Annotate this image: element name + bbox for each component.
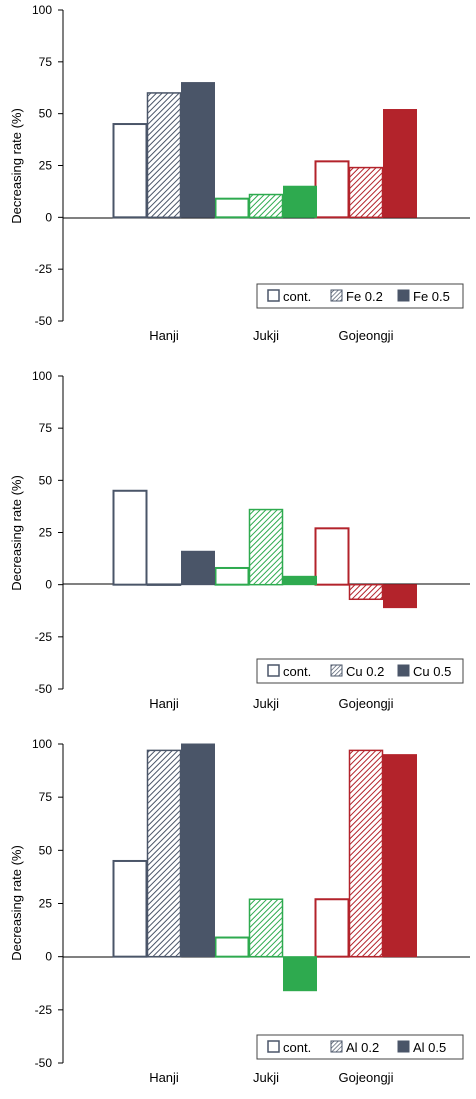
- chart-panel-fe: Decreasing rate (%) 100 75 50 25 0 -25 -50 Han…: [9, 3, 470, 343]
- legend-label: Fe 0.2: [346, 289, 383, 304]
- bar-outline-hanji: [112, 489, 148, 586]
- y-tick-label: 75: [39, 790, 53, 804]
- x-category-label: Jukji: [253, 328, 279, 343]
- bar-hatched-jukji: [248, 898, 284, 958]
- y-tick-label: -50: [35, 314, 53, 328]
- y-tick-label: -25: [35, 262, 53, 276]
- legend-swatch-outline: [267, 289, 280, 302]
- bar-hatched-gojeongji: [348, 749, 384, 958]
- legend-label: cont.: [283, 1040, 311, 1055]
- y-tick-label: 25: [39, 897, 53, 911]
- bar-solid-gojeongji: [383, 754, 417, 958]
- x-category-label: Gojeongji: [339, 696, 394, 711]
- legend: cont. Fe 0.2 Fe 0.5: [256, 283, 464, 309]
- bar-hatched-gojeongji: [348, 166, 384, 219]
- bar-outline-hanji: [112, 123, 148, 219]
- bar-hatched-hanji: [146, 749, 182, 958]
- bar-hatched-jukji: [248, 508, 284, 586]
- legend-label: cont.: [283, 664, 311, 679]
- legend-label: Al 0.5: [413, 1040, 446, 1055]
- bar-outline-jukji: [214, 936, 250, 958]
- bar-solid-jukji: [283, 185, 317, 218]
- legend-swatch-hatched: [330, 1040, 343, 1053]
- legend-swatch-outline: [267, 664, 280, 677]
- legend-label: Fe 0.5: [413, 289, 450, 304]
- bar-solid-gojeongji: [383, 584, 417, 609]
- bar-outline-gojeongji: [314, 160, 350, 219]
- y-tick-label: 50: [39, 107, 53, 121]
- legend-swatch-hatched: [330, 289, 343, 302]
- bar-outline-gojeongji: [314, 527, 350, 586]
- bar-solid-gojeongji: [383, 109, 417, 218]
- bar-outline-gojeongji: [314, 898, 350, 958]
- x-category-label: Jukji: [253, 696, 279, 711]
- chart-panel-cu: Decreasing rate (%) 100 75 50 25 0 -25 -50 Han…: [9, 369, 470, 711]
- y-tick-label: 0: [45, 578, 52, 592]
- bar-solid-hanji: [181, 550, 215, 586]
- legend-label: Cu 0.2: [346, 664, 384, 679]
- x-category-label: Jukji: [253, 1070, 279, 1085]
- legend-swatch-outline: [267, 1040, 280, 1053]
- legend: cont. Cu 0.2 Cu 0.5: [256, 658, 464, 684]
- y-tick-label: 75: [39, 55, 53, 69]
- bar-hatched-hanji: [146, 583, 182, 586]
- y-axis-title: Decreasing rate (%): [9, 108, 24, 224]
- x-category-label: Hanji: [149, 1070, 179, 1085]
- y-tick-label: 0: [45, 210, 52, 224]
- x-category-label: Hanji: [149, 328, 179, 343]
- legend-swatch-solid: [397, 289, 410, 302]
- y-tick-label: 0: [45, 950, 52, 964]
- legend: cont. Al 0.2 Al 0.5: [256, 1034, 464, 1060]
- legend-box: [256, 658, 464, 684]
- x-category-label: Hanji: [149, 696, 179, 711]
- x-category-label: Gojeongji: [339, 1070, 394, 1085]
- y-tick-label: 75: [39, 421, 53, 435]
- y-axis-title: Decreasing rate (%): [9, 475, 24, 591]
- legend-label: Al 0.2: [346, 1040, 379, 1055]
- y-tick-label: 100: [32, 369, 52, 383]
- y-tick-label: -50: [35, 1056, 53, 1070]
- bar-hatched-jukji: [248, 193, 284, 219]
- legend-label: cont.: [283, 289, 311, 304]
- y-tick-label: -50: [35, 682, 53, 696]
- y-tick-label: 50: [39, 843, 53, 857]
- y-tick-label: -25: [35, 630, 53, 644]
- legend-label: Cu 0.5: [413, 664, 451, 679]
- y-tick-label: -25: [35, 1003, 53, 1017]
- y-tick-label: 100: [32, 737, 52, 751]
- legend-box: [256, 283, 464, 309]
- bar-solid-hanji: [181, 82, 215, 218]
- legend-swatch-solid: [397, 664, 410, 677]
- bar-hatched-gojeongji: [348, 583, 384, 601]
- bar-solid-hanji: [181, 743, 215, 958]
- y-tick-label: 25: [39, 526, 53, 540]
- y-tick-label: 25: [39, 159, 53, 173]
- y-tick-label: 100: [32, 3, 52, 17]
- legend-swatch-solid: [397, 1040, 410, 1053]
- y-tick-label: 50: [39, 473, 53, 487]
- bar-outline-jukji: [214, 197, 250, 219]
- bar-solid-jukji: [283, 956, 317, 992]
- chart-panel-al: Decreasing rate (%) 100 75 50 25 0 -25 -50 Han…: [9, 737, 470, 1085]
- bar-solid-jukji: [283, 575, 317, 586]
- y-axis-title: Decreasing rate (%): [9, 845, 24, 961]
- x-category-label: Gojeongji: [339, 328, 394, 343]
- legend-swatch-hatched: [330, 664, 343, 677]
- bar-hatched-hanji: [146, 92, 182, 219]
- bar-outline-jukji: [214, 566, 250, 586]
- bar-outline-hanji: [112, 859, 148, 958]
- legend-box: [256, 1034, 464, 1060]
